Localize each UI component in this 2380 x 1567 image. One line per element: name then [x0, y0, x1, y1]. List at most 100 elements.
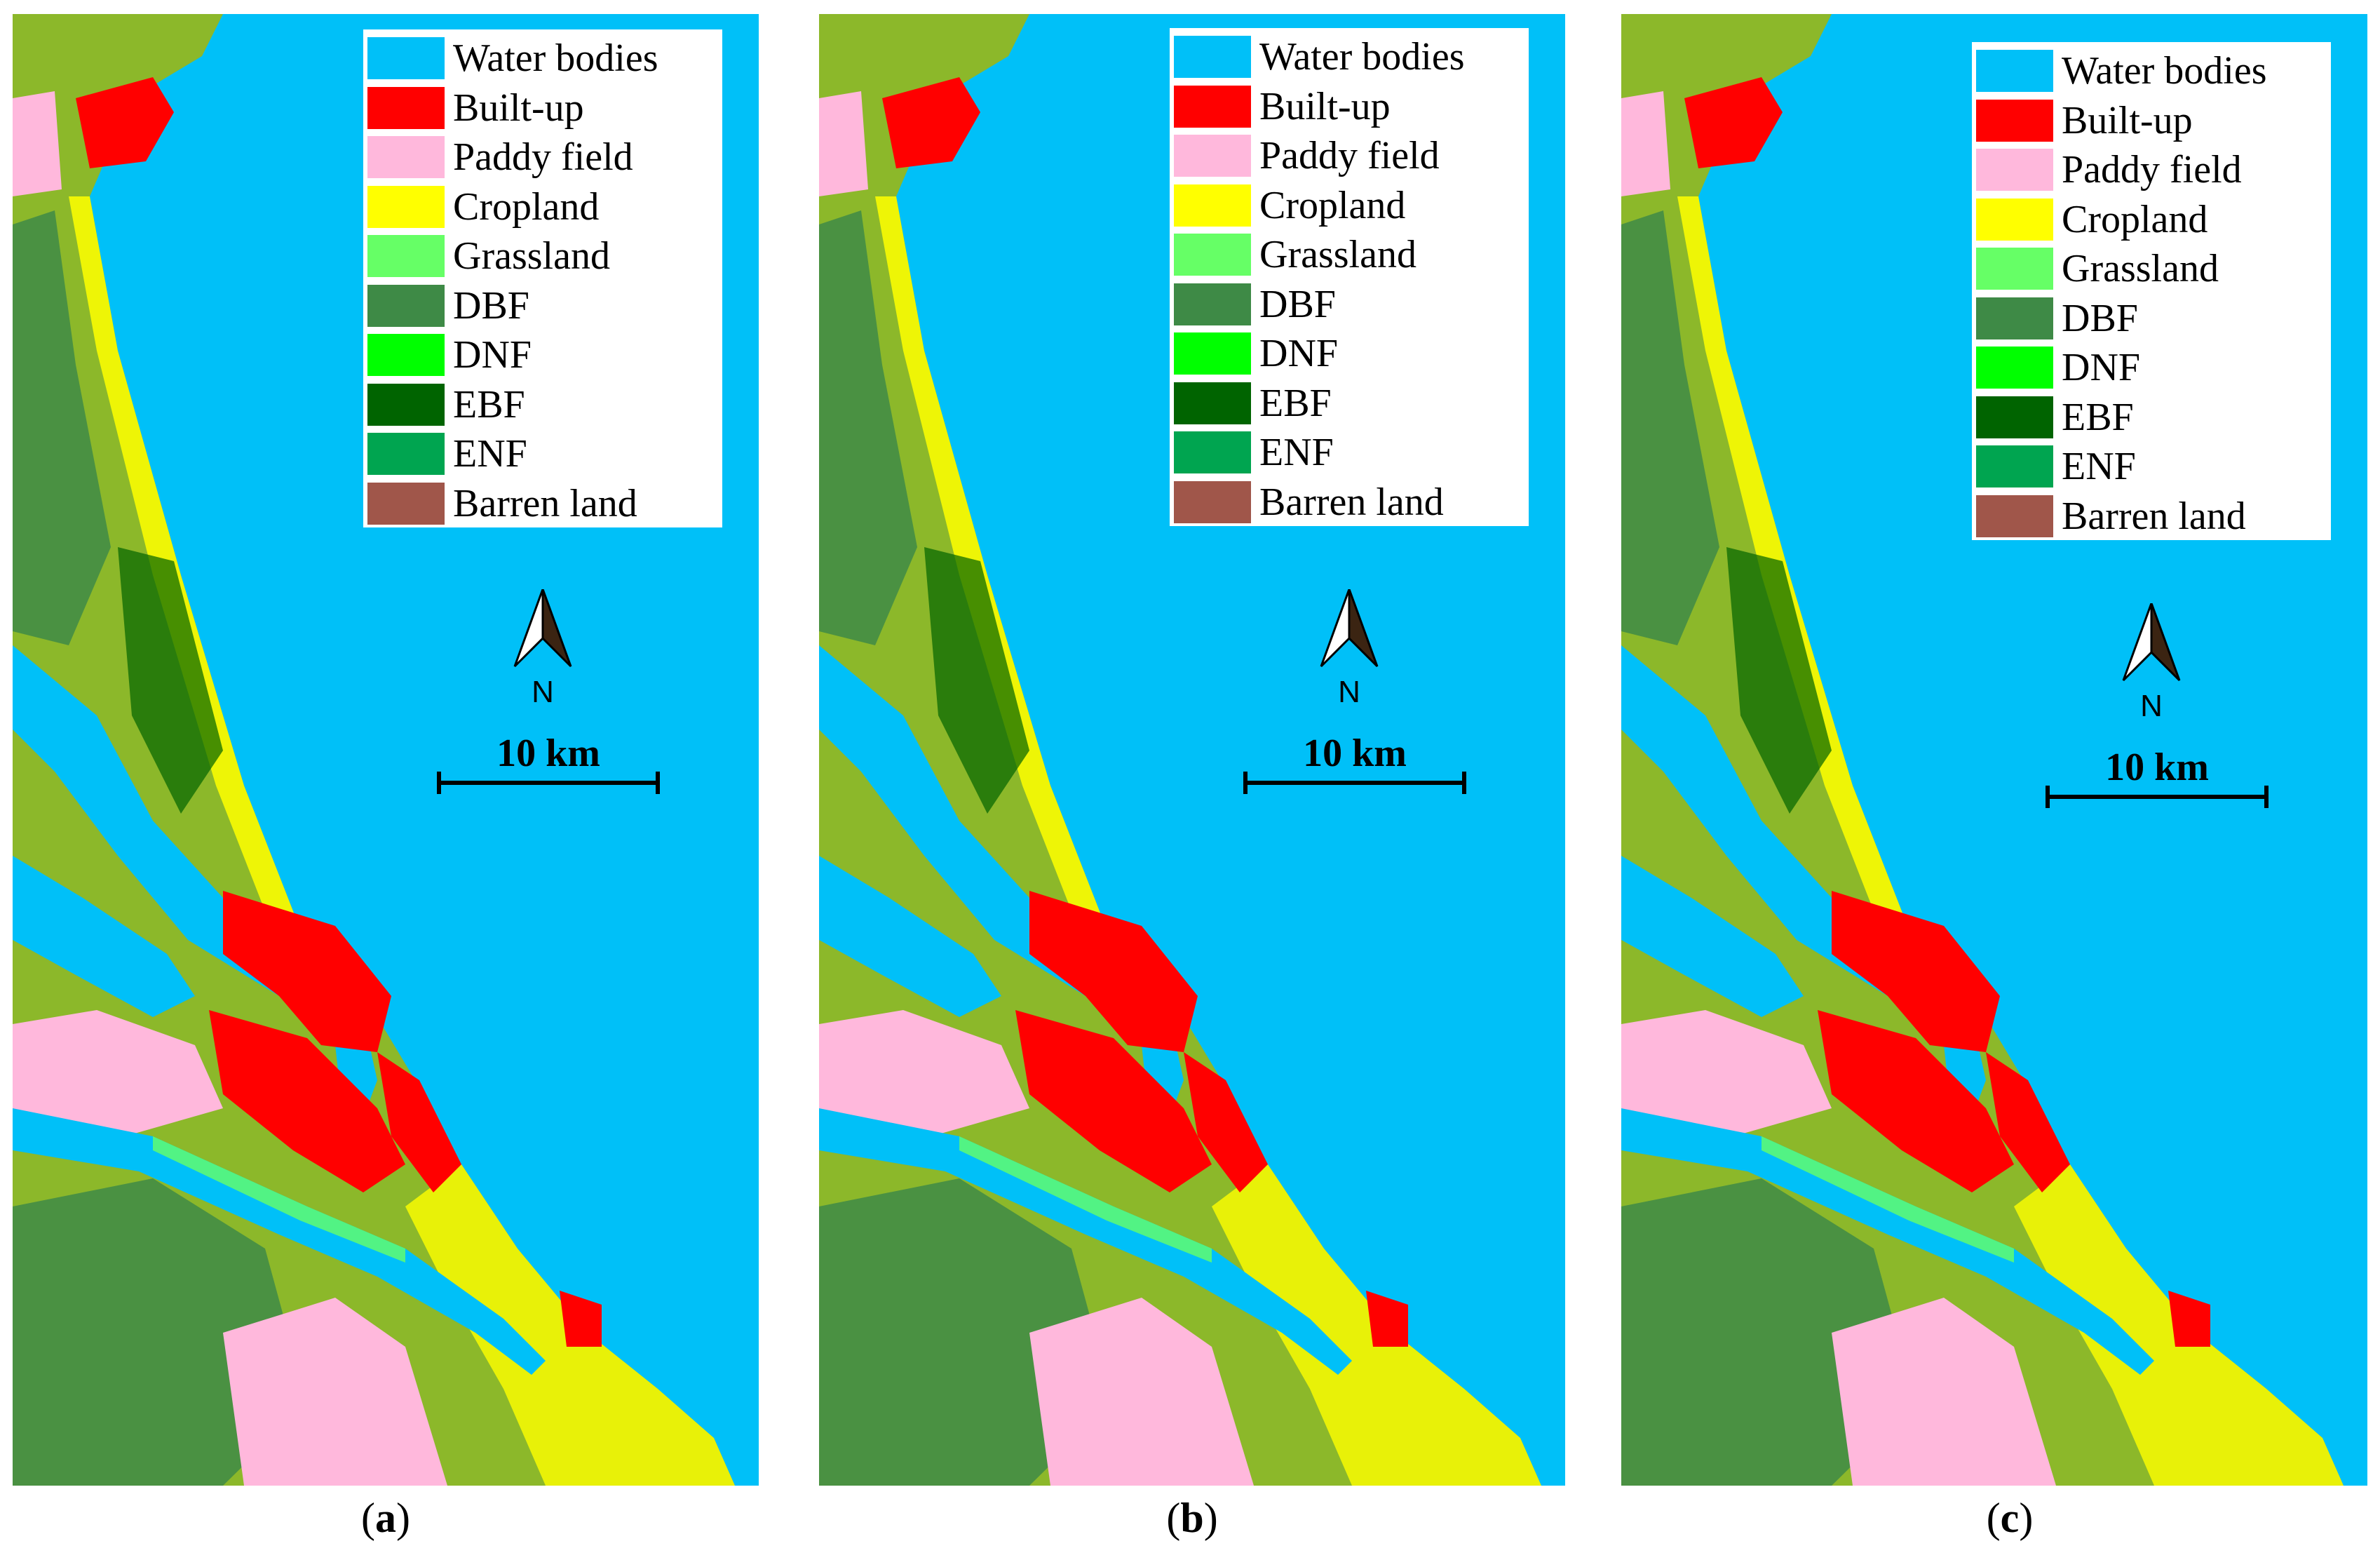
legend-label: Cropland — [2062, 197, 2208, 241]
built-up-east — [377, 1052, 461, 1192]
swatch — [1976, 99, 2053, 142]
swatch — [1976, 50, 2053, 93]
swatch — [1174, 184, 1251, 227]
swatch — [367, 433, 445, 476]
swatch — [367, 37, 445, 80]
scale-bar: 10 km — [1243, 731, 1467, 801]
north-arrow: N — [2116, 603, 2186, 723]
swatch — [367, 482, 445, 525]
caption-letter: b — [1180, 1495, 1204, 1541]
legend-label: DNF — [2062, 346, 2141, 390]
cropland-belt — [1677, 196, 1916, 947]
paddy-south — [1029, 1298, 1254, 1486]
legend-item-built-up: Built-up — [1174, 82, 1524, 132]
legend-label: Paddy field — [1259, 134, 1440, 178]
built-up-city — [209, 1010, 405, 1192]
legend-item-dnf: DNF — [1976, 343, 2327, 393]
legend-label: Barren land — [2062, 494, 2246, 538]
swatch — [367, 235, 445, 278]
swatch — [1174, 234, 1251, 276]
legend-item-barren-land: Barren land — [1976, 492, 2327, 542]
built-up-southeast — [2168, 1291, 2210, 1347]
north-arrow: N — [1314, 589, 1384, 709]
swatch — [1174, 480, 1251, 523]
legend-item-enf: ENF — [1174, 428, 1524, 478]
legend-label: Barren land — [1259, 480, 1444, 524]
legend-item-built-up: Built-up — [367, 83, 718, 133]
legend-label: Water bodies — [1259, 35, 1465, 79]
caption-open: ( — [1986, 1495, 2001, 1541]
map-panel-b: Water bodies Built-up Paddy field Cropla… — [819, 14, 1565, 1486]
legend-item-built-up: Built-up — [1976, 96, 2327, 146]
built-up-port — [223, 891, 391, 1052]
legend-label: Grassland — [1259, 233, 1416, 277]
inlet-channel — [1621, 856, 1804, 1017]
river-channel — [1621, 1108, 2154, 1375]
legend-item-grassland: Grassland — [1976, 244, 2327, 294]
swatch — [1976, 495, 2053, 537]
legend: Water bodies Built-up Paddy field Cropla… — [363, 29, 722, 527]
legend-label: ENF — [1259, 431, 1334, 475]
estuary-channel — [13, 645, 377, 1136]
coastal-land — [13, 14, 735, 1486]
legend-item-grassland: Grassland — [1174, 230, 1524, 280]
swatch — [367, 136, 445, 179]
scale-bar-line — [2046, 786, 2269, 808]
swatch — [367, 284, 445, 327]
legend-item-enf: ENF — [1976, 442, 2327, 492]
legend-label: DNF — [1259, 332, 1339, 376]
swatch — [1976, 198, 2053, 241]
cropland-belt — [875, 196, 1114, 947]
built-up-north — [76, 77, 174, 168]
caption-b: (b) — [1122, 1494, 1262, 1542]
paddy-northwest — [13, 91, 62, 196]
legend-label: EBF — [453, 382, 525, 426]
legend-label: Built-up — [1259, 84, 1391, 128]
legend-label: Water bodies — [2062, 49, 2267, 93]
coastal-land — [1621, 14, 2344, 1486]
scale-label: 10 km — [496, 732, 600, 775]
scale-bar: 10 km — [436, 731, 661, 801]
paddy-south — [1832, 1298, 2056, 1486]
swatch — [1174, 85, 1251, 128]
swatch — [1174, 332, 1251, 375]
legend-label: Grassland — [2062, 247, 2219, 291]
legend-label: DBF — [2062, 296, 2138, 340]
cropland-belt — [69, 196, 307, 947]
legend-label: Cropland — [453, 184, 600, 229]
legend-item-grassland: Grassland — [367, 231, 718, 281]
legend-item-barren-land: Barren land — [1174, 478, 1524, 527]
legend-label: Grassland — [453, 234, 610, 278]
legend-label: DBF — [453, 283, 529, 328]
swatch — [1976, 347, 2053, 389]
legend-label: Paddy field — [453, 135, 633, 180]
legend-label: Paddy field — [2062, 148, 2242, 192]
built-up-east — [1986, 1052, 2070, 1192]
legend-label: EBF — [1259, 381, 1332, 425]
scale-bar-line — [437, 772, 660, 794]
legend: Water bodies Built-up Paddy field Cropla… — [1972, 42, 2331, 540]
coastal-land — [819, 14, 1541, 1486]
swatch — [1174, 382, 1251, 424]
legend-label: DNF — [453, 333, 532, 377]
paddy-west — [13, 1010, 223, 1136]
scale-label: 10 km — [1303, 732, 1407, 775]
grassland-river-edge — [1762, 1136, 2014, 1263]
legend-item-barren-land: Barren land — [367, 479, 718, 529]
swatch — [367, 334, 445, 377]
inlet-channel — [819, 856, 1001, 1017]
caption-a: (a) — [316, 1494, 456, 1542]
swatch — [1976, 149, 2053, 191]
inlet-channel — [13, 856, 195, 1017]
forest-patch-mid — [924, 547, 1029, 814]
swatch — [1174, 283, 1251, 325]
legend-item-paddy-field: Paddy field — [1976, 145, 2327, 195]
paddy-northwest — [819, 91, 868, 196]
scale-bar: 10 km — [2045, 745, 2269, 815]
built-up-north — [1684, 77, 1783, 168]
north-label: N — [532, 675, 554, 709]
legend-item-water-bodies: Water bodies — [1976, 46, 2327, 96]
legend-item-ebf: EBF — [1174, 379, 1524, 429]
legend-item-dbf: DBF — [367, 281, 718, 331]
legend-item-cropland: Cropland — [1174, 181, 1524, 231]
